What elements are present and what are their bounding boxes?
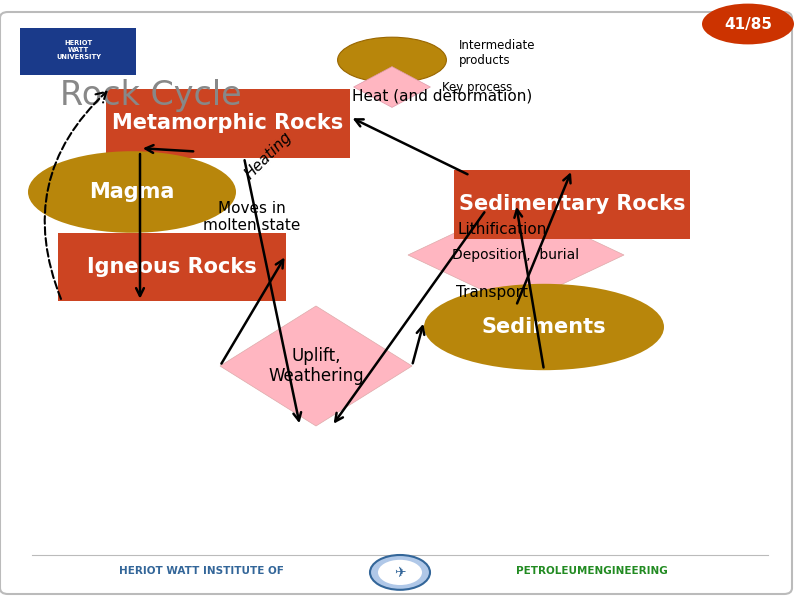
Text: Igneous Rocks: Igneous Rocks: [87, 257, 257, 277]
Polygon shape: [220, 306, 412, 426]
Text: Moves in
molten state: Moves in molten state: [203, 201, 301, 233]
Text: HERIOT WATT INSTITUTE OF: HERIOT WATT INSTITUTE OF: [119, 566, 284, 576]
FancyBboxPatch shape: [58, 232, 286, 301]
Text: PETROLEUMENGINEERING: PETROLEUMENGINEERING: [516, 566, 668, 576]
Text: Deposition,  burial: Deposition, burial: [453, 248, 579, 262]
Text: Intermediate
products: Intermediate products: [458, 39, 535, 67]
Text: 41/85: 41/85: [724, 16, 772, 31]
Text: Key process: Key process: [442, 80, 513, 94]
Text: Heating: Heating: [242, 130, 294, 182]
Ellipse shape: [338, 37, 446, 83]
Text: Metamorphic Rocks: Metamorphic Rocks: [112, 113, 344, 133]
Ellipse shape: [370, 555, 430, 590]
Text: Magma: Magma: [90, 182, 174, 202]
Text: Rock Cycle: Rock Cycle: [60, 79, 242, 113]
FancyArrowPatch shape: [45, 92, 106, 299]
Text: HERIOT
WATT
UNIVERSITY: HERIOT WATT UNIVERSITY: [56, 40, 101, 60]
Text: Heat (and deformation): Heat (and deformation): [352, 88, 532, 103]
Text: ✈: ✈: [394, 565, 406, 580]
FancyBboxPatch shape: [20, 28, 136, 75]
Text: Sedimentary Rocks: Sedimentary Rocks: [458, 194, 686, 214]
Text: Lithification: Lithification: [458, 221, 547, 236]
Ellipse shape: [378, 560, 422, 585]
Text: Transport: Transport: [456, 286, 528, 300]
Text: Sediments: Sediments: [482, 317, 606, 337]
Polygon shape: [354, 67, 430, 107]
FancyBboxPatch shape: [0, 12, 792, 594]
Ellipse shape: [702, 4, 794, 44]
Polygon shape: [408, 204, 624, 306]
FancyBboxPatch shape: [106, 88, 350, 157]
Ellipse shape: [28, 151, 236, 233]
FancyBboxPatch shape: [454, 169, 690, 238]
Ellipse shape: [424, 284, 664, 370]
Text: Uplift,
Weathering: Uplift, Weathering: [268, 347, 364, 385]
